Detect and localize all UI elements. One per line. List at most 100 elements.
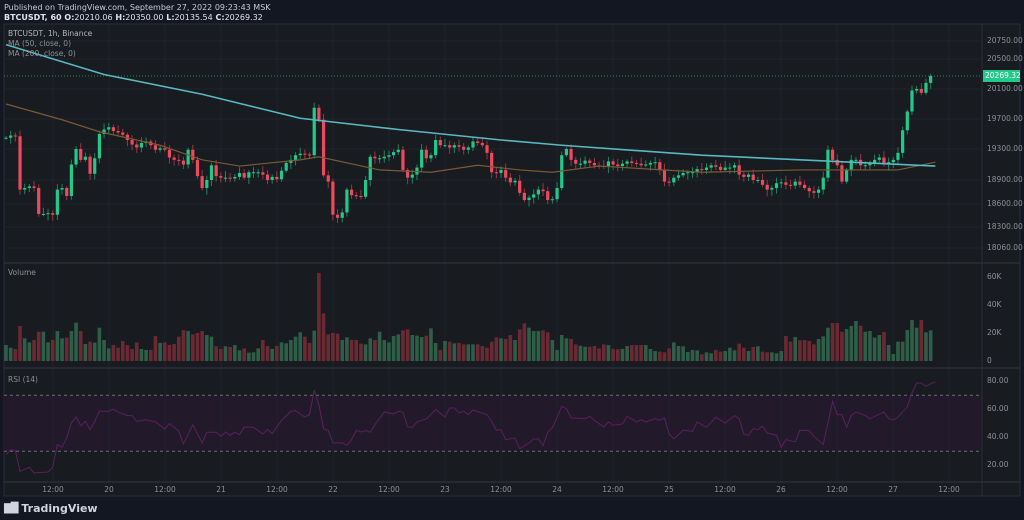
- candle-body: [275, 176, 279, 180]
- candle-body: [172, 157, 176, 160]
- candle-body: [335, 214, 340, 218]
- volume-bar: [251, 352, 256, 361]
- candle-body: [139, 143, 144, 148]
- candle-body: [821, 177, 825, 190]
- legend-ma50[interactable]: MA (50, close, 0): [8, 39, 72, 48]
- candle-body: [634, 162, 639, 164]
- price-tick: 20750.00: [987, 36, 1023, 45]
- volume-bar: [774, 353, 779, 361]
- candle-body: [658, 162, 662, 170]
- candle-body: [845, 169, 849, 182]
- time-tick: 23: [440, 485, 450, 494]
- candle-body: [181, 160, 186, 165]
- volume-bar: [485, 347, 489, 361]
- volume-bar: [461, 344, 466, 361]
- candle-body: [816, 189, 821, 193]
- candle-body: [261, 172, 265, 175]
- candle-body: [798, 181, 802, 185]
- candle-body: [443, 145, 447, 147]
- time-tick: 12:00: [378, 485, 400, 494]
- candle-body: [910, 90, 914, 112]
- candle-body: [728, 167, 732, 169]
- volume-bar: [368, 338, 373, 361]
- volume-bar: [844, 329, 849, 361]
- volume-bar: [676, 346, 681, 361]
- legend-ma200[interactable]: MA (200, close, 0): [8, 49, 76, 58]
- candle-body: [163, 148, 167, 150]
- volume-bar: [46, 342, 50, 361]
- volume-bar: [489, 341, 494, 361]
- volume-bar: [247, 352, 251, 361]
- volume-bar: [270, 348, 274, 361]
- volume-bar: [457, 342, 461, 361]
- volume-bar: [298, 332, 303, 361]
- candle-body: [536, 189, 540, 195]
- time-tick: 22: [328, 485, 338, 494]
- candle-body: [700, 169, 704, 171]
- candle-body: [307, 154, 312, 156]
- volume-bar: [172, 344, 176, 361]
- volume-bar: [401, 330, 405, 361]
- candle-body: [676, 175, 681, 178]
- volume-bar: [503, 339, 508, 361]
- legend-symbol: BTCUSDT, 1h, Binance: [8, 29, 93, 38]
- candle-body: [457, 145, 461, 147]
- candle-body: [490, 152, 494, 173]
- volume-bar: [924, 332, 928, 361]
- volume-bar: [424, 335, 429, 361]
- legend-volume[interactable]: Volume: [8, 268, 36, 277]
- volume-bar: [447, 341, 452, 361]
- candle-body: [392, 152, 396, 156]
- volume-bar: [896, 341, 900, 361]
- volume-bar: [162, 342, 167, 361]
- volume-bar: [419, 337, 424, 361]
- volume-bar: [387, 342, 391, 361]
- candle-body: [13, 135, 17, 137]
- time-tick: 12:00: [490, 485, 512, 494]
- volume-bar: [900, 341, 905, 361]
- volume-bar: [438, 349, 443, 361]
- volume-bar: [821, 336, 826, 361]
- candle-body: [27, 186, 31, 188]
- volume-bar: [41, 331, 46, 361]
- candle-body: [317, 107, 321, 120]
- volume-tick: 40K: [987, 300, 1002, 309]
- candle-body: [9, 135, 13, 138]
- candle-body: [102, 129, 106, 134]
- price-tick: 20100.00: [987, 84, 1023, 93]
- candle-body: [4, 137, 8, 139]
- volume-bar: [578, 345, 583, 361]
- volume-bar: [835, 323, 840, 361]
- chart-canvas[interactable]: [0, 0, 1024, 500]
- candle-body: [784, 182, 788, 185]
- volume-bar: [517, 329, 522, 361]
- candle-body: [672, 177, 676, 183]
- volume-bar: [601, 344, 606, 361]
- candle-body: [256, 172, 260, 174]
- candle-body: [359, 196, 363, 197]
- volume-bar: [396, 334, 401, 361]
- candle-body: [41, 213, 45, 215]
- volume-bar: [770, 352, 774, 361]
- candle-body: [877, 157, 881, 160]
- high-label: H:: [115, 13, 126, 22]
- volume-bar: [625, 346, 629, 361]
- volume-bar: [648, 348, 653, 361]
- volume-bar: [643, 345, 648, 361]
- candle-body: [191, 149, 195, 160]
- volume-bar: [928, 330, 933, 361]
- candle-body: [765, 184, 769, 190]
- candle-body: [228, 177, 232, 179]
- volume-bar: [111, 345, 116, 361]
- candle-body: [452, 145, 456, 148]
- volume-bar: [158, 342, 162, 361]
- candle-body: [760, 180, 765, 185]
- candle-body: [233, 176, 237, 179]
- volume-bar: [223, 346, 228, 361]
- volume-bar: [882, 332, 886, 361]
- volume-bar: [830, 323, 835, 361]
- volume-bar: [134, 342, 139, 361]
- volume-bar: [74, 322, 78, 361]
- candle-body: [915, 89, 919, 91]
- legend-rsi[interactable]: RSI (14): [8, 375, 38, 384]
